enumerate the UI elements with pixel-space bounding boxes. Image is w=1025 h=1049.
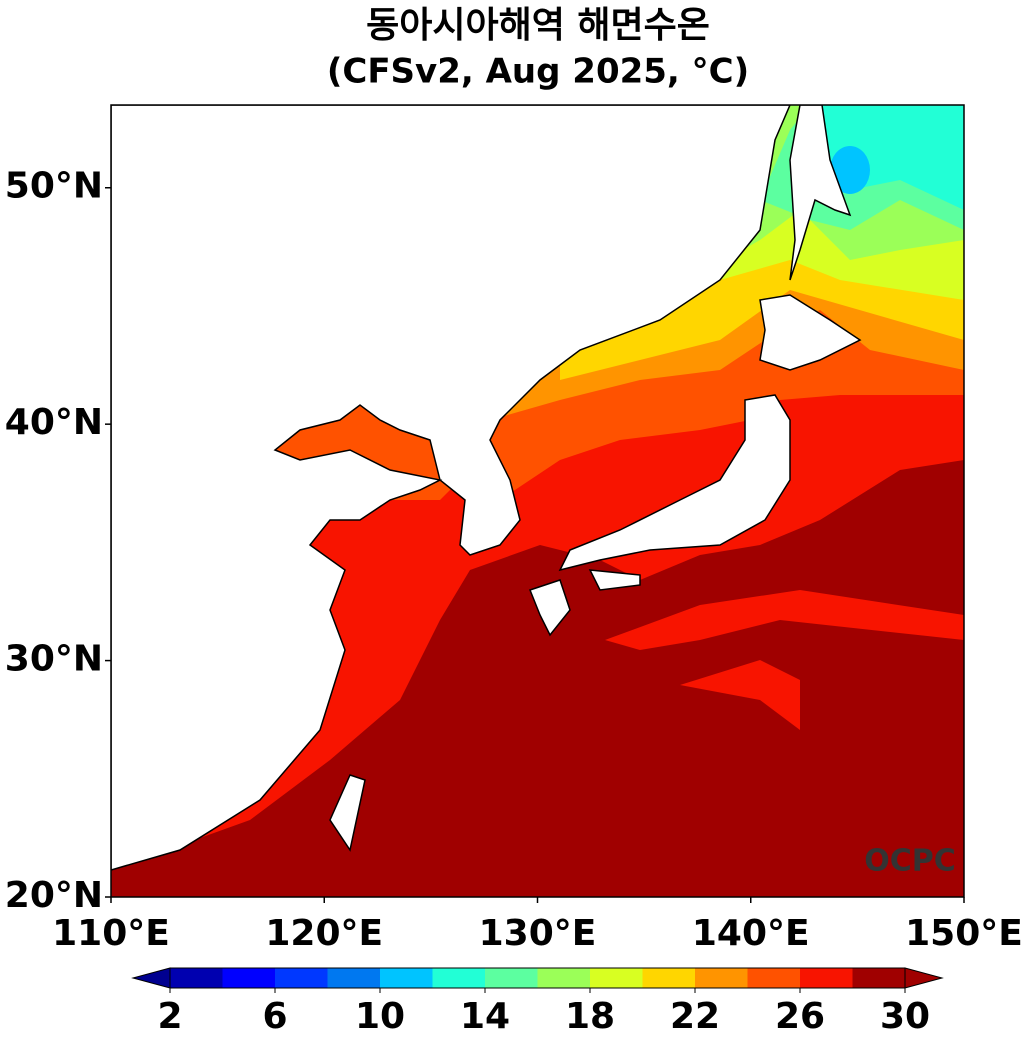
colorbar-bin	[275, 968, 328, 988]
sst-field	[111, 105, 964, 897]
sst-region	[680, 660, 800, 730]
sst-region	[830, 146, 870, 194]
title: 동아시아해역 해면수온	[366, 5, 710, 46]
sst-region	[605, 590, 964, 650]
y-tick-label: 40°N	[5, 402, 103, 443]
x-tick-label: 150°E	[905, 913, 1023, 954]
colorbar-bin	[222, 968, 275, 988]
colorbar-bin	[747, 968, 800, 988]
y-tick-label: 20°N	[5, 875, 103, 916]
colorbar-extend-low	[131, 967, 171, 989]
colorbar-tick-label: 22	[670, 996, 720, 1037]
land	[529, 579, 571, 637]
colorbar-frame	[169, 967, 906, 989]
subtitle: (CFSv2, Aug 2025, °C)	[327, 52, 749, 92]
colorbar-bin	[170, 968, 223, 988]
x-tick-label: 110°E	[52, 913, 170, 954]
land	[759, 294, 862, 371]
colorbar-tick-label: 18	[565, 996, 615, 1037]
colorbar-bin	[590, 968, 643, 988]
colorbar-bin	[852, 968, 905, 988]
land	[558, 394, 791, 572]
colorbar-bin	[432, 968, 485, 988]
land	[329, 774, 366, 852]
colorbar-tick-label: 6	[262, 996, 287, 1037]
y-tick-label: 30°N	[5, 639, 103, 680]
land	[789, 105, 852, 281]
colorbar-tick-label: 14	[460, 996, 510, 1037]
y-tick-label: 50°N	[5, 166, 103, 207]
watermark: OCPC	[864, 844, 956, 879]
colorbar-extend-high	[904, 967, 944, 989]
colorbar-bin	[642, 968, 695, 988]
colorbar-tick-label: 26	[775, 996, 825, 1037]
colorbar-bin	[800, 968, 853, 988]
colorbar-tick-label: 10	[355, 996, 405, 1037]
colorbar-bin	[537, 968, 590, 988]
colorbar-tick-label: 30	[880, 996, 930, 1037]
colorbar-bin	[485, 968, 538, 988]
x-tick-label: 140°E	[692, 913, 810, 954]
sst-region	[820, 470, 964, 575]
land	[588, 569, 641, 591]
land	[111, 105, 791, 871]
colorbar-bin	[380, 968, 433, 988]
colorbar-tick-label: 2	[157, 996, 182, 1037]
x-tick-label: 120°E	[265, 913, 383, 954]
colorbar-bin	[327, 968, 380, 988]
colorbar-bin	[695, 968, 748, 988]
x-tick-label: 130°E	[479, 913, 597, 954]
